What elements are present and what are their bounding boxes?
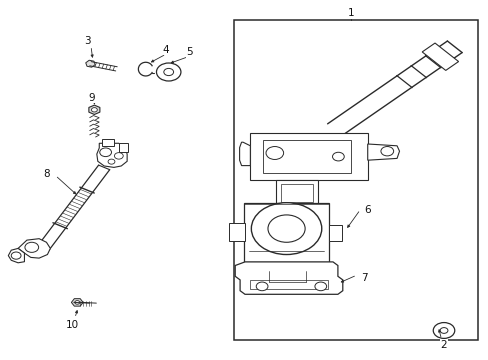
Bar xyxy=(329,225,341,241)
Circle shape xyxy=(265,147,283,159)
Bar xyxy=(102,139,114,146)
Polygon shape xyxy=(97,143,127,167)
Circle shape xyxy=(11,252,21,259)
Bar xyxy=(228,223,244,241)
Circle shape xyxy=(156,63,181,81)
Circle shape xyxy=(256,282,267,291)
Circle shape xyxy=(251,203,321,255)
Text: 4: 4 xyxy=(162,45,168,55)
Bar xyxy=(249,280,327,289)
Circle shape xyxy=(114,153,123,159)
Polygon shape xyxy=(235,262,342,294)
Text: 6: 6 xyxy=(364,204,370,215)
Polygon shape xyxy=(18,239,50,258)
Bar xyxy=(243,202,329,262)
Circle shape xyxy=(108,159,115,164)
Circle shape xyxy=(439,328,447,333)
Text: 3: 3 xyxy=(83,36,90,46)
Polygon shape xyxy=(8,248,24,263)
Bar xyxy=(280,184,312,202)
Polygon shape xyxy=(89,105,100,114)
Text: 8: 8 xyxy=(43,168,50,179)
Circle shape xyxy=(75,301,80,304)
Circle shape xyxy=(314,282,326,291)
Circle shape xyxy=(163,68,173,76)
Polygon shape xyxy=(421,43,458,71)
Text: 7: 7 xyxy=(360,273,367,283)
Polygon shape xyxy=(85,60,95,67)
Circle shape xyxy=(380,147,393,156)
Circle shape xyxy=(432,323,454,338)
Bar xyxy=(275,180,317,205)
Circle shape xyxy=(100,148,111,157)
Polygon shape xyxy=(71,299,83,306)
Polygon shape xyxy=(239,142,250,166)
Text: 9: 9 xyxy=(88,93,95,103)
Circle shape xyxy=(267,215,305,242)
Bar xyxy=(233,20,477,340)
Text: 5: 5 xyxy=(186,47,193,57)
Polygon shape xyxy=(367,144,399,160)
Bar xyxy=(262,140,350,173)
Circle shape xyxy=(332,152,344,161)
Text: 2: 2 xyxy=(440,340,447,350)
Text: 10: 10 xyxy=(66,320,79,330)
Text: 1: 1 xyxy=(347,8,354,18)
Bar xyxy=(250,133,367,180)
Circle shape xyxy=(91,108,97,112)
Bar xyxy=(119,143,127,152)
Circle shape xyxy=(25,242,39,252)
